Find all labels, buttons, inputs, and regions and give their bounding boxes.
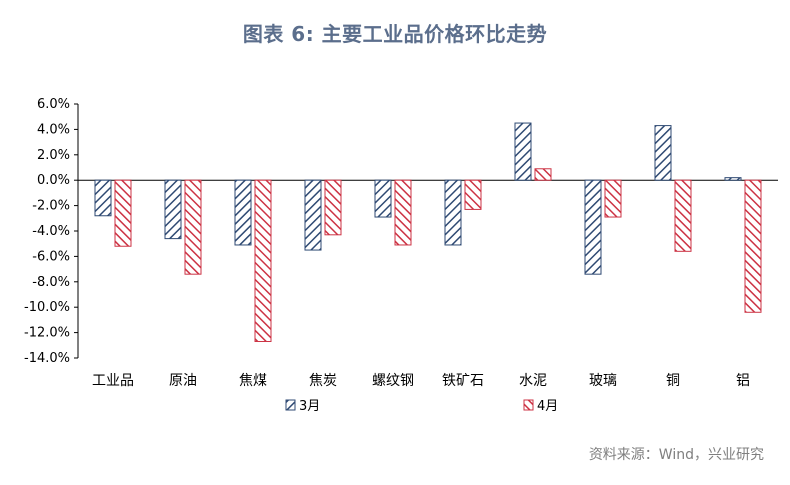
bar-march-1 — [164, 179, 182, 240]
bar-april-6 — [534, 168, 552, 181]
bar-march-4 — [374, 179, 392, 218]
legend-label-0: 3月 — [299, 399, 320, 414]
bar-april-5 — [464, 179, 482, 210]
bar-march-2 — [234, 179, 252, 246]
bar-april-1 — [184, 179, 202, 275]
category-label: 焦炭 — [309, 373, 337, 389]
chart-title: 图表 6: 主要工业品价格环比走势 — [242, 22, 548, 46]
bar-march-0 — [94, 179, 112, 217]
y-tick-label: 0.0% — [37, 173, 70, 188]
bar-march-6 — [514, 122, 532, 181]
y-tick-label: -8.0% — [32, 275, 70, 290]
bar-march-5 — [444, 179, 462, 246]
bar-april-3 — [324, 179, 342, 236]
bar-march-9 — [724, 177, 742, 181]
y-tick-label: -10.0% — [24, 300, 70, 315]
bar-march-3 — [304, 179, 322, 251]
y-tick-label: 4.0% — [37, 122, 70, 137]
y-tick-label: 6.0% — [37, 97, 70, 112]
legend: 3月 4月 — [285, 399, 558, 414]
category-label: 玻璃 — [589, 372, 617, 389]
y-tick-label: -12.0% — [24, 326, 70, 341]
category-label: 原油 — [169, 373, 197, 389]
category-label: 铁矿石 — [442, 373, 484, 389]
bar-april-7 — [604, 179, 622, 218]
legend-label-1: 4月 — [537, 399, 558, 414]
legend-swatch-1 — [523, 399, 534, 411]
y-tick-label: -2.0% — [32, 199, 70, 214]
y-tick-label: -4.0% — [32, 224, 70, 239]
y-tick-label: -14.0% — [24, 351, 70, 366]
bar-march-8 — [654, 125, 672, 181]
bar-april-8 — [674, 179, 692, 252]
bars — [94, 122, 762, 342]
labels: 6.0% 4.0% 2.0% 0.0% -2.0% -4.0% -6.0% -8.0% -10.… — [24, 97, 750, 389]
legend-swatch-0 — [285, 399, 296, 411]
category-label: 铝 — [736, 373, 750, 389]
category-label: 铜 — [666, 373, 680, 389]
bar-march-7 — [584, 179, 602, 275]
y-tick-label: -6.0% — [32, 249, 70, 264]
category-label: 螺纹钢 — [372, 373, 414, 389]
category-label: 工业品 — [92, 373, 134, 389]
bar-april-4 — [394, 179, 412, 246]
bar-april-0 — [114, 179, 132, 247]
bar-april-9 — [744, 179, 762, 313]
bar-april-2 — [254, 179, 272, 342]
category-label: 焦煤 — [239, 373, 267, 389]
source-note: 资料来源：Wind，兴业研究 — [588, 447, 764, 463]
y-tick-label: 2.0% — [37, 148, 70, 163]
category-label: 水泥 — [519, 373, 547, 389]
